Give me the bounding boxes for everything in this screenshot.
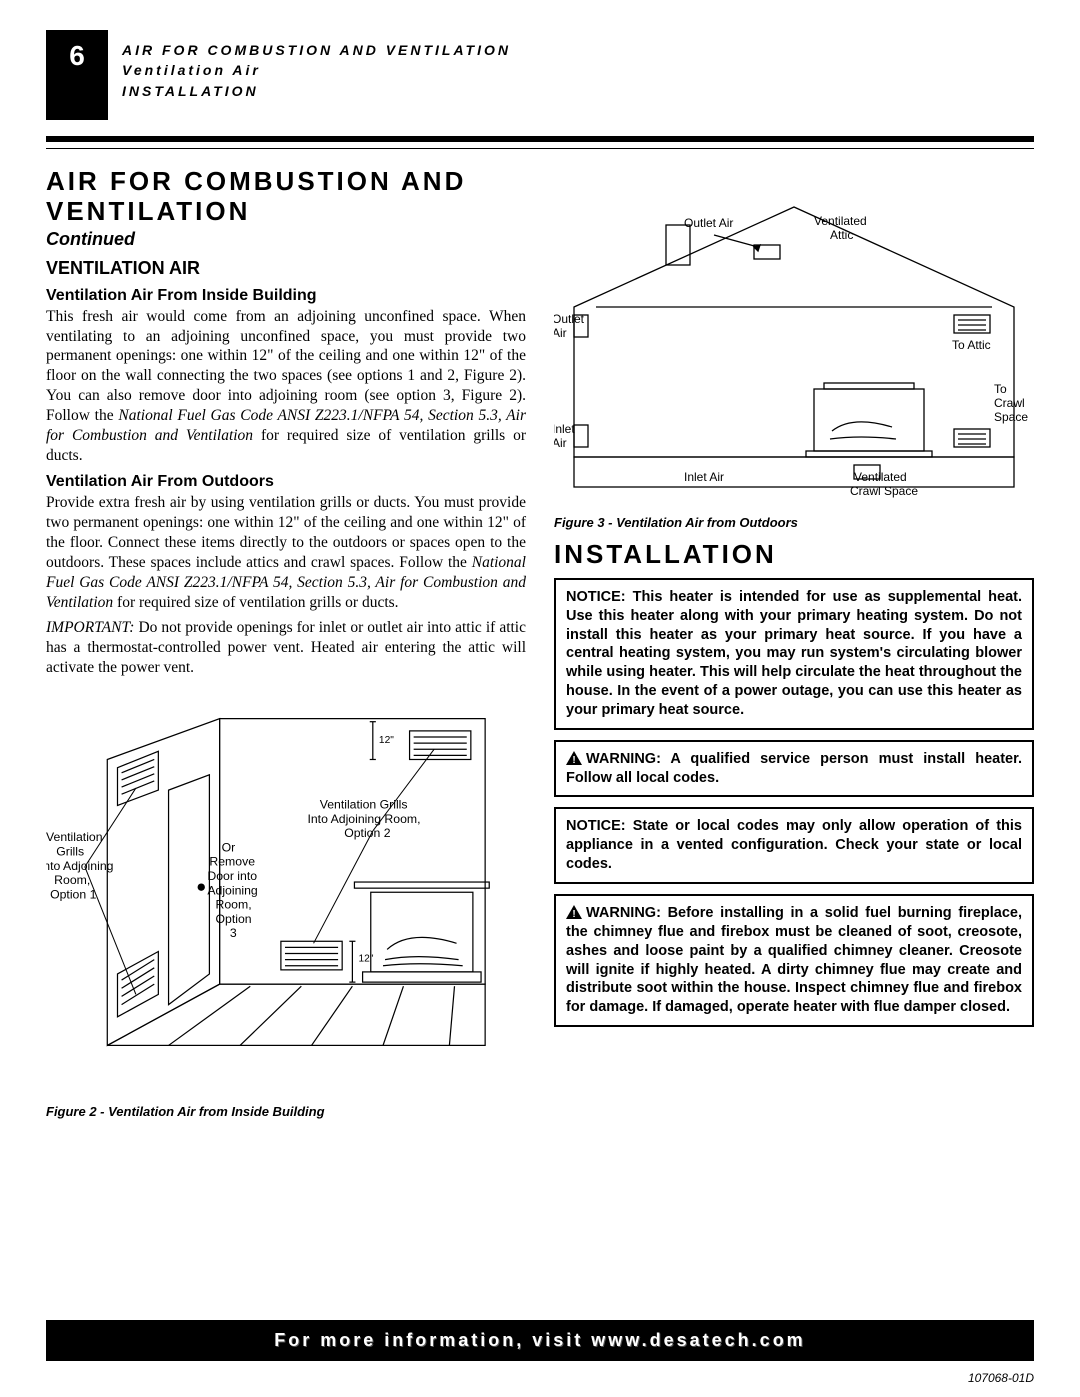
figure-3-caption: Figure 3 - Ventilation Air from Outdoors (554, 515, 1034, 530)
svg-text:Ventilation Grills: Ventilation Grills (320, 797, 408, 811)
svg-text:!: ! (572, 755, 575, 765)
left-column: AIR FOR COMBUSTION AND VENTILATION Conti… (46, 167, 526, 1123)
svg-text:Remove: Remove (209, 855, 255, 869)
header-line-2: Ventilation Air (122, 60, 511, 80)
footer-bar: For more information, visit www.desatech… (46, 1320, 1034, 1361)
svg-text:Adjoining: Adjoining (207, 883, 258, 897)
figure-2-caption: Figure 2 - Ventilation Air from Inside B… (46, 1104, 526, 1119)
important-label: IMPORTANT: (46, 619, 134, 636)
figure-2-svg: Ventilation Grills Into Adjoining Room, … (46, 688, 526, 1097)
svg-text:!: ! (572, 909, 575, 919)
svg-text:Inlet Air: Inlet Air (684, 470, 724, 484)
svg-text:Option 1: Option 1 (50, 887, 96, 901)
warning-2: ! WARNING: Before installing in a solid … (554, 894, 1034, 1027)
svg-text:Grills: Grills (56, 844, 84, 858)
svg-text:Room,: Room, (216, 897, 252, 911)
figure-3-svg: Outlet Air OutletAir InletAir Ventilated… (554, 197, 1034, 507)
svg-text:Outlet Air: Outlet Air (684, 216, 733, 230)
footer-text: For more information, visit www.desatech… (274, 1330, 805, 1350)
rule-thick (46, 136, 1034, 142)
figure-3: Outlet Air OutletAir InletAir Ventilated… (554, 197, 1034, 507)
figure-2: Ventilation Grills Into Adjoining Room, … (46, 688, 526, 1097)
para-outdoors: Provide extra fresh air by using ventila… (46, 493, 526, 612)
notice-1-text: NOTICE: This heater is intended for use … (566, 589, 1022, 718)
para-outdoors-a: Provide extra fresh air by using ventila… (46, 494, 526, 570)
svg-text:Door into: Door into (207, 869, 257, 883)
svg-text:VentilatedAttic: VentilatedAttic (814, 214, 867, 242)
svg-text:Room,: Room, (54, 873, 90, 887)
page-number: 6 (69, 40, 85, 72)
header-titles: AIR FOR COMBUSTION AND VENTILATION Venti… (108, 30, 511, 120)
svg-text:12": 12" (379, 735, 394, 746)
warning-icon: ! (566, 905, 582, 919)
header: 6 AIR FOR COMBUSTION AND VENTILATION Ven… (46, 30, 1034, 120)
svg-text:3: 3 (230, 926, 237, 940)
svg-text:Into Adjoining Room,: Into Adjoining Room, (307, 812, 420, 826)
svg-text:VentilatedCrawl Space: VentilatedCrawl Space (850, 470, 918, 498)
subheading-ventilation-air: VENTILATION AIR (46, 258, 526, 279)
subsub-inside: Ventilation Air From Inside Building (46, 287, 526, 305)
svg-text:InletAir: InletAir (554, 422, 575, 450)
warning-1: ! WARNING: A qualified service person mu… (554, 740, 1034, 798)
subsub-outdoors: Ventilation Air From Outdoors (46, 473, 526, 491)
installation-title: INSTALLATION (554, 540, 1034, 570)
svg-text:12": 12" (359, 954, 374, 965)
para-inside: This fresh air would come from an adjoin… (46, 307, 526, 466)
doc-number: 107068-01D (968, 1371, 1034, 1385)
svg-text:ToCrawlSpace: ToCrawlSpace (994, 382, 1028, 424)
page-number-box: 6 (46, 30, 108, 120)
notice-1: NOTICE: This heater is intended for use … (554, 578, 1034, 730)
svg-text:Option 2: Option 2 (344, 826, 390, 840)
warning-2-text: WARNING: Before installing in a solid fu… (566, 905, 1022, 1015)
header-line-3: INSTALLATION (122, 81, 511, 101)
warning-1-text: WARNING: A qualified service person must… (566, 751, 1022, 786)
svg-text:Ventilation: Ventilation (46, 830, 103, 844)
warning-icon: ! (566, 751, 582, 765)
svg-text:Or: Or (222, 840, 236, 854)
continued-label: Continued (46, 229, 526, 250)
content-columns: AIR FOR COMBUSTION AND VENTILATION Conti… (46, 149, 1034, 1123)
notice-2-text: NOTICE: State or local codes may only al… (566, 818, 1022, 872)
svg-text:OutletAir: OutletAir (554, 312, 585, 340)
para-important: IMPORTANT: Do not provide openings for i… (46, 618, 526, 677)
svg-text:Option: Option (216, 912, 252, 926)
right-column: Outlet Air OutletAir InletAir Ventilated… (554, 167, 1034, 1123)
section-title: AIR FOR COMBUSTION AND VENTILATION (46, 167, 526, 227)
svg-text:Into Adjoining: Into Adjoining (46, 859, 114, 873)
header-line-1: AIR FOR COMBUSTION AND VENTILATION (122, 40, 511, 60)
notice-2: NOTICE: State or local codes may only al… (554, 807, 1034, 884)
svg-text:To Attic: To Attic (952, 338, 991, 352)
para-outdoors-c: for required size of ventilation grills … (113, 594, 398, 611)
